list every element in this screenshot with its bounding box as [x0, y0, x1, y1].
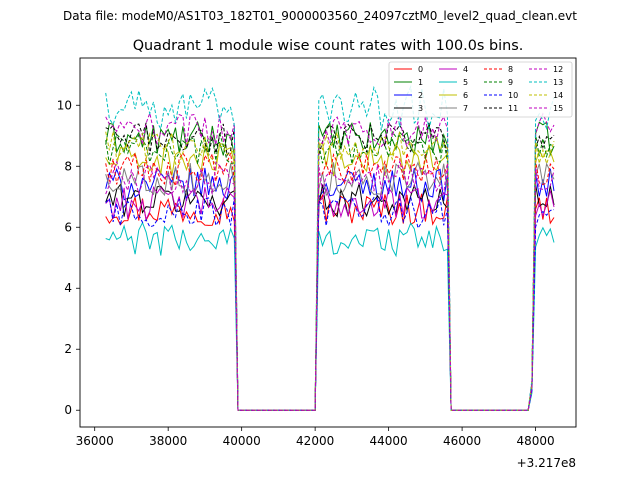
legend-label-5: 5	[463, 78, 468, 87]
legend-label-4: 4	[463, 65, 468, 74]
legend-label-8: 8	[508, 65, 513, 74]
legend-label-13: 13	[553, 78, 563, 87]
series-line-12	[105, 111, 555, 411]
x-tick-label: 42000	[296, 434, 334, 448]
x-offset-label: +3.217e8	[517, 456, 576, 470]
plot-frame	[79, 57, 577, 428]
series-group	[105, 84, 555, 411]
series-line-15	[105, 160, 555, 411]
y-tick-label: 2	[64, 342, 72, 356]
x-tick-label: 46000	[443, 434, 481, 448]
legend-label-9: 9	[508, 78, 513, 87]
series-line-10	[105, 195, 555, 411]
y-tick-label: 6	[64, 220, 72, 234]
legend-label-6: 6	[463, 91, 468, 100]
series-line-5	[105, 221, 555, 411]
y-tick-label: 4	[64, 281, 72, 295]
x-axis: 36000 38000 40000 42000 44000 46000 48000	[76, 427, 555, 448]
x-tick-label: 44000	[370, 434, 408, 448]
series-line-3	[105, 183, 555, 411]
legend-label-1: 1	[418, 78, 423, 87]
legend-label-12: 12	[553, 65, 563, 74]
plot-area	[79, 57, 577, 428]
y-tick-label: 8	[64, 159, 72, 173]
series-line-0	[105, 193, 555, 411]
x-tick-label: 48000	[516, 434, 554, 448]
series-line-4	[105, 185, 555, 411]
legend-label-11: 11	[508, 104, 518, 113]
x-tick-label: 38000	[149, 434, 187, 448]
chart-suptitle: Data file: modeM0/AS1T03_182T01_90000035…	[63, 9, 577, 23]
legend-label-3: 3	[418, 104, 423, 113]
legend-label-15: 15	[553, 104, 563, 113]
y-tick-label: 10	[57, 98, 72, 112]
series-line-11	[105, 122, 555, 411]
legend-box	[388, 61, 573, 118]
legend-label-7: 7	[463, 104, 468, 113]
legend-label-10: 10	[508, 91, 518, 100]
x-tick-label: 40000	[223, 434, 261, 448]
series-line-14	[105, 130, 555, 411]
y-axis: 0 2 4 6 8 10	[57, 98, 80, 417]
legend-label-0: 0	[418, 65, 423, 74]
series-line-1	[105, 120, 555, 411]
y-tick-label: 0	[64, 403, 72, 417]
x-tick-label: 36000	[76, 434, 114, 448]
chart-title: Quadrant 1 module wise count rates with …	[133, 38, 524, 54]
legend-label-14: 14	[553, 91, 563, 100]
legend-label-2: 2	[418, 91, 423, 100]
